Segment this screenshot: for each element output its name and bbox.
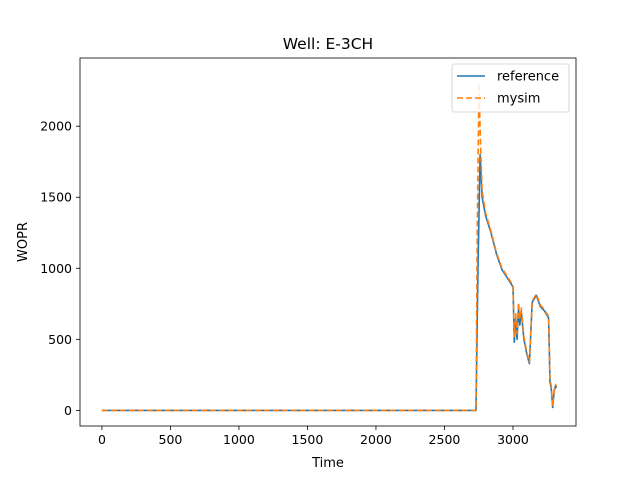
x-tick-label: 0	[98, 432, 106, 447]
x-tick-label: 3000	[497, 432, 529, 447]
series-layer	[101, 82, 558, 412]
y-tick-label: 2000	[40, 119, 72, 134]
y-axis: 0 500 1000 1500 2000	[40, 119, 80, 418]
legend-label-mysim: mysim	[497, 92, 540, 107]
x-axis: 0 500 1000 1500 2000 2500 3000	[98, 426, 529, 447]
legend-label-reference: reference	[497, 70, 559, 85]
x-axis-label: Time	[311, 456, 344, 471]
chart-title: Well: E-3CH	[283, 35, 373, 53]
x-tick-label: 1500	[292, 432, 324, 447]
series-line-mysim	[101, 82, 558, 412]
y-tick-label: 500	[48, 332, 72, 347]
x-tick-label: 1000	[223, 432, 255, 447]
plot-area-frame	[79, 57, 577, 427]
y-tick-label: 1500	[40, 190, 72, 205]
legend: reference mysim	[451, 63, 570, 113]
y-tick-label: 0	[64, 403, 72, 418]
x-tick-label: 2500	[429, 432, 461, 447]
y-tick-label: 1000	[40, 261, 72, 276]
x-tick-label: 500	[159, 432, 183, 447]
y-axis-label: WOPR	[16, 222, 31, 262]
x-tick-label: 2000	[360, 432, 392, 447]
